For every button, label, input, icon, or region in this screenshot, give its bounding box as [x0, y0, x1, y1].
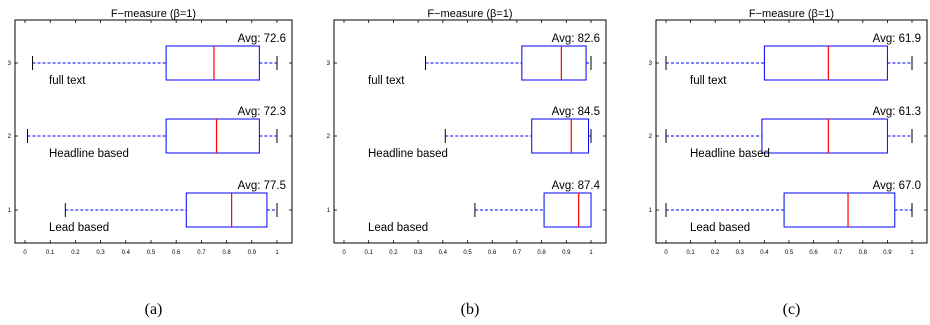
x-tick-label: 0.4: [760, 250, 769, 256]
x-tick-label: 0.1: [686, 250, 695, 256]
group-label: Lead based: [690, 222, 750, 234]
x-tick-label: 0.5: [785, 250, 794, 256]
group-label: full text: [49, 75, 86, 87]
x-tick-label: 0: [23, 250, 27, 256]
y-tick-label: 3: [327, 61, 331, 67]
group-label: Headline based: [690, 148, 770, 160]
group-label: Headline based: [49, 148, 129, 160]
y-tick-label: 1: [8, 208, 12, 214]
x-tick-label: 0.4: [122, 250, 131, 256]
x-tick-label: 0.1: [46, 250, 55, 256]
plot-frame: [333, 19, 607, 244]
group-label: full text: [368, 75, 405, 87]
box-iqr: [783, 192, 896, 228]
box-iqr: [165, 45, 260, 81]
x-tick-label: 1: [589, 250, 593, 256]
group-label: Lead based: [368, 222, 428, 234]
box-full-text: Avg: 72.6 full text: [32, 33, 286, 87]
x-tick-label: 0: [342, 250, 346, 256]
box-lead-based: Avg: 87.4 Lead based: [368, 180, 601, 234]
x-tick-label: 1: [275, 250, 279, 256]
y-tick-label: 2: [8, 134, 12, 140]
x-tick-label: 0.9: [562, 250, 571, 256]
panel-caption: (b): [461, 301, 480, 318]
box-iqr: [763, 45, 888, 81]
box-headline-based: Avg: 84.5 Headline based: [368, 106, 600, 160]
x-tick-label: 0.6: [172, 250, 181, 256]
avg-label: Avg: 77.5: [238, 180, 286, 192]
group-label: full text: [690, 75, 727, 87]
avg-label: Avg: 72.6: [238, 33, 286, 45]
x-tick-label: 0.1: [365, 250, 374, 256]
x-tick-label: 0: [664, 250, 668, 256]
avg-label: Avg: 82.6: [552, 33, 600, 45]
box-full-text: Avg: 82.6 full text: [368, 33, 600, 87]
box-iqr: [521, 45, 587, 81]
box-iqr: [165, 118, 260, 154]
x-tick-label: 0.3: [96, 250, 105, 256]
panel-caption: (c): [783, 301, 801, 318]
panel-c: F−measure (β=1) 0 0.1 0.2 0.3 0.4 0.5 0.6 0.7 0.8…: [649, 8, 928, 318]
group-label: Lead based: [49, 222, 109, 234]
panel-a: F−measure (β=1) 0 0.1 0.2 0.3 0.4 0.5 0.6 0.7 0.8…: [8, 8, 293, 318]
avg-label: Avg: 72.3: [238, 106, 286, 118]
panel-caption: (a): [145, 301, 163, 318]
y-tick-label: 1: [327, 208, 331, 214]
x-tick-label: 0.6: [809, 250, 818, 256]
box-lead-based: Avg: 67.0 Lead based: [665, 180, 921, 234]
x-tick-label: 0.7: [513, 250, 522, 256]
x-tick-label: 0.9: [883, 250, 892, 256]
panel-title: F−measure (β=1): [111, 8, 196, 20]
avg-label: Avg: 61.3: [873, 106, 921, 118]
box-iqr: [531, 118, 590, 154]
x-tick-label: 0.2: [389, 250, 398, 256]
box-headline-based: Avg: 61.3 Headline based: [665, 106, 921, 160]
x-tick-label: 0.8: [222, 250, 231, 256]
y-tick-label: 3: [649, 61, 653, 67]
x-tick-label: 0.4: [439, 250, 448, 256]
y-tick-label: 2: [327, 134, 331, 140]
x-tick-label: 0.5: [147, 250, 156, 256]
panel-b: F−measure (β=1) 0 0.1 0.2 0.3 0.4 0.5 0.6 0.7 0.8…: [327, 8, 607, 318]
plot-frame: [14, 19, 293, 244]
x-tick-label: 0.3: [414, 250, 423, 256]
avg-label: Avg: 84.5: [552, 106, 600, 118]
x-tick-label: 0.8: [537, 250, 546, 256]
y-tick-label: 1: [649, 208, 653, 214]
plot-frame: [655, 19, 928, 244]
x-tick-label: 0.3: [736, 250, 745, 256]
box-iqr: [761, 118, 888, 154]
y-tick-label: 2: [649, 134, 653, 140]
avg-label: Avg: 67.0: [873, 180, 921, 192]
x-tick-label: 0.7: [834, 250, 843, 256]
avg-label: Avg: 87.4: [552, 180, 601, 192]
box-full-text: Avg: 61.9 full text: [665, 33, 921, 87]
avg-label: Avg: 61.9: [873, 33, 921, 45]
x-tick-label: 0.2: [711, 250, 720, 256]
x-tick-label: 0.8: [859, 250, 868, 256]
panel-title: F−measure (β=1): [749, 8, 834, 20]
x-tick-label: 0.9: [248, 250, 257, 256]
panel-title: F−measure (β=1): [427, 8, 512, 20]
x-tick-label: 0.5: [463, 250, 472, 256]
x-tick-label: 0.6: [488, 250, 497, 256]
box-iqr: [185, 192, 268, 228]
x-tick-label: 0.7: [197, 250, 206, 256]
box-headline-based: Avg: 72.3 Headline based: [27, 106, 286, 160]
y-tick-label: 3: [8, 61, 12, 67]
x-tick-label: 1: [910, 250, 914, 256]
group-label: Headline based: [368, 148, 448, 160]
box-iqr: [543, 192, 592, 228]
x-tick-label: 0.2: [71, 250, 80, 256]
box-lead-based: Avg: 77.5 Lead based: [49, 180, 286, 234]
